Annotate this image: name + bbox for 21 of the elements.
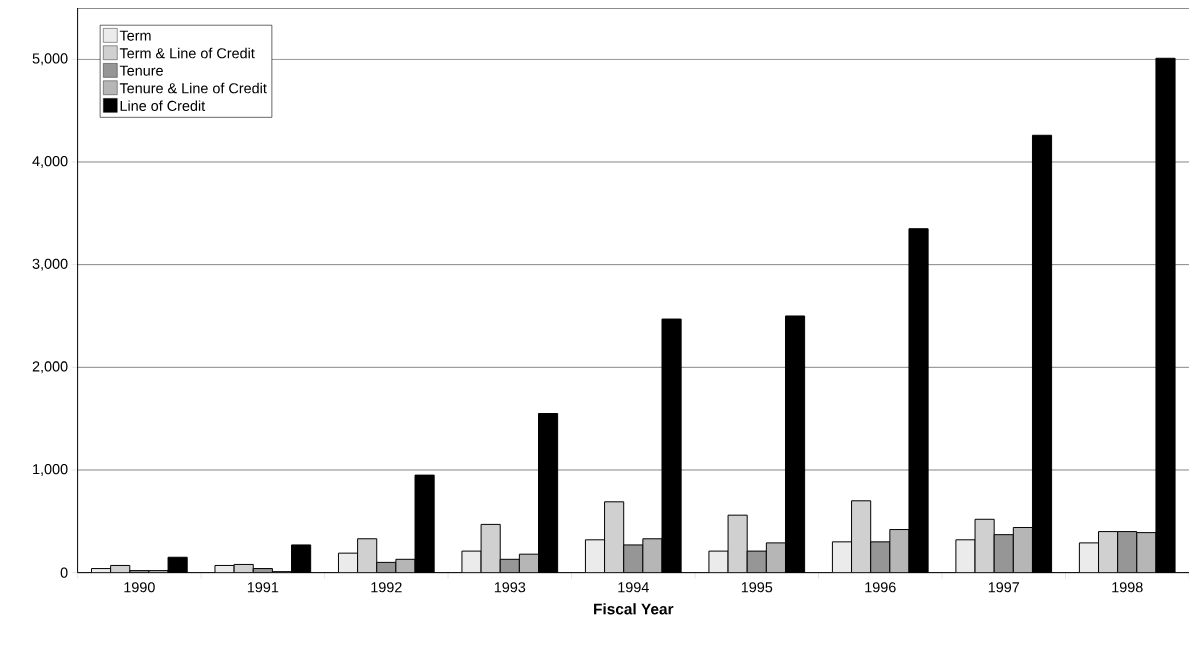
x-tick-label: 1995	[741, 581, 773, 593]
x-tick-label: 1990	[124, 581, 155, 593]
x-tick-label: 1993	[494, 581, 526, 593]
legend-label: Line of Credit	[120, 100, 206, 111]
legend-label: Term	[119, 30, 151, 41]
x-tick-label: 1992	[371, 581, 402, 593]
x-tick-label: 1996	[865, 581, 896, 593]
y-tick-label: 1,000	[33, 463, 68, 476]
x-tick-label: 1997	[988, 581, 1020, 593]
y-tick-label: 3,000	[32, 258, 68, 271]
y-tick-label: 0	[60, 567, 68, 578]
y-tick-label: 4,000	[32, 155, 68, 168]
legend-label: Tenure & Line of Credit	[119, 82, 267, 94]
x-axis-title: Fiscal Year	[594, 602, 674, 615]
y-tick-label: 2,000	[32, 361, 68, 374]
legend-label: Term & Line of Credit	[119, 47, 255, 59]
y-tick-label: 5,000	[32, 53, 68, 66]
x-tick-label: 1991	[247, 581, 279, 593]
legend-label: Tenure	[119, 65, 163, 76]
x-tick-label: 1994	[618, 581, 649, 593]
x-tick-label: 1998	[1112, 581, 1143, 593]
